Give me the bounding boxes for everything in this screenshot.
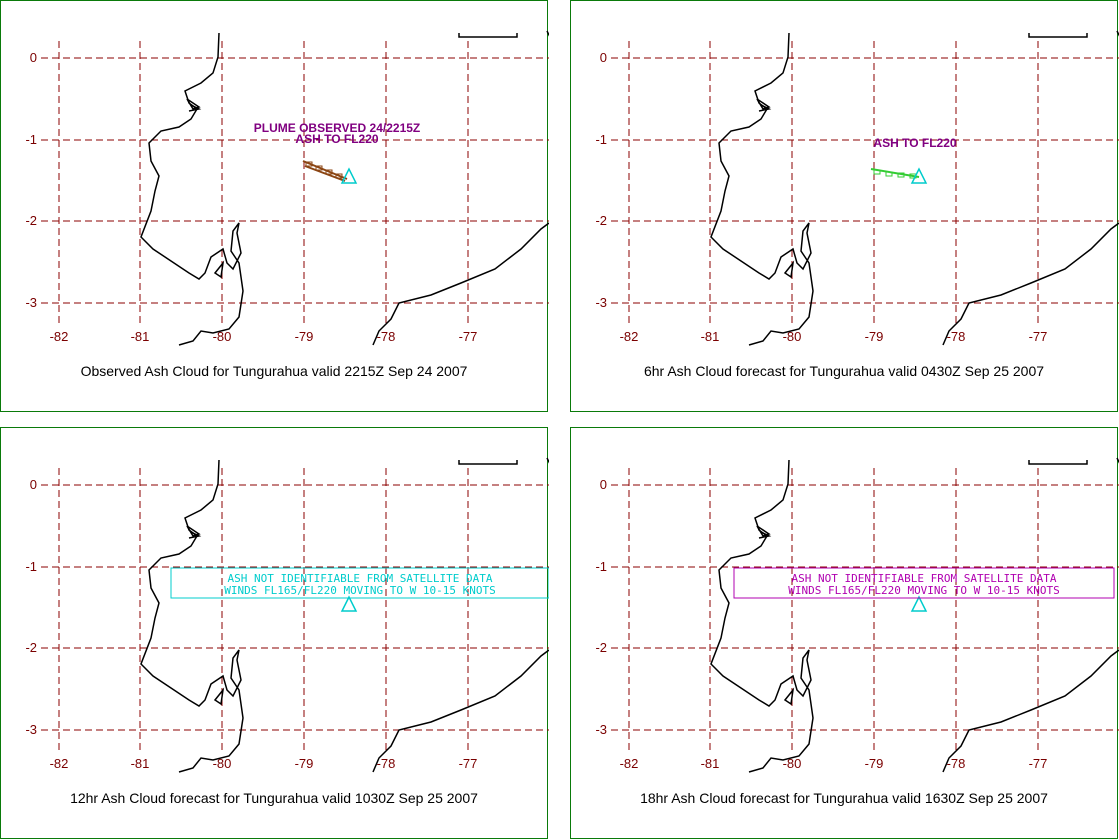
latitude-tick-label: -2 [25, 213, 37, 228]
latitude-tick-label: -3 [25, 295, 37, 310]
longitude-tick-label: -82 [50, 329, 69, 344]
coastline [1028, 457, 1119, 465]
coastline [756, 525, 771, 537]
coastline [458, 30, 549, 38]
coastline [372, 649, 549, 773]
latitude-tick-label: -2 [25, 640, 37, 655]
volcano-icon [340, 595, 358, 612]
longitude-tick-label: -79 [295, 329, 314, 344]
longitude-tick-label: -81 [131, 329, 150, 344]
coastline [758, 104, 772, 112]
longitude-tick-label: -78 [377, 756, 396, 771]
longitude-tick-label: -77 [459, 329, 478, 344]
latitude-tick-label: -3 [595, 722, 607, 737]
volcano-icon [910, 595, 928, 612]
latitude-tick-label: 0 [30, 50, 37, 65]
coastline [758, 531, 772, 539]
map-canvas: -82 -81 -80 -79 -78 -77 0 -1 -2 -3 ASH NOT IDENTIF… [25, 457, 549, 773]
annotation-line: WINDS FL165/FL220 MOVING TO W 10-15 KNOT… [788, 584, 1060, 597]
coastline [188, 104, 202, 112]
latitude-tick-label: -3 [595, 295, 607, 310]
coastline [140, 32, 244, 346]
longitude-tick-label: -81 [701, 756, 720, 771]
longitude-tick-label: -78 [377, 329, 396, 344]
longitude-tick-label: -77 [1029, 329, 1048, 344]
coastline [710, 459, 814, 773]
annotation-line: ASH NOT IDENTIFIABLE FROM SATELLITE DATA [228, 572, 493, 585]
longitude-tick-label: -82 [620, 329, 639, 344]
coastline [783, 687, 795, 706]
map-canvas: -82 -81 -80 -79 -78 -77 0 -1 -2 -3 PLUME OBSERVED … [25, 30, 549, 346]
panel-caption: Observed Ash Cloud for Tungurahua valid … [80, 363, 468, 379]
latitude-tick-label: 0 [600, 50, 607, 65]
coastline [188, 531, 202, 539]
volcano-icon [340, 167, 358, 184]
longitude-tick-label: -79 [865, 756, 884, 771]
coastline [756, 98, 771, 110]
ash-plume [870, 168, 920, 179]
longitude-tick-label: -77 [1029, 756, 1048, 771]
latitude-tick-label: -3 [25, 722, 37, 737]
latitude-tick-label: 0 [600, 477, 607, 492]
map-panel-4: -82 -81 -80 -79 -78 -77 0 -1 -2 -3 ASH NOT IDENTIF… [570, 427, 1119, 839]
coastline [186, 525, 201, 537]
longitude-tick-label: -80 [213, 756, 232, 771]
annotation-box [733, 567, 1115, 599]
annotation-line: ASH NOT IDENTIFIABLE FROM SATELLITE DATA [792, 572, 1057, 585]
coastline [942, 649, 1119, 773]
longitude-tick-label: -79 [295, 756, 314, 771]
coastline [372, 222, 549, 346]
annotation-line: ASH TO FL220 [295, 132, 378, 146]
longitude-tick-label: -82 [620, 756, 639, 771]
latitude-tick-label: -2 [595, 213, 607, 228]
panel-caption: 12hr Ash Cloud forecast for Tungurahua v… [70, 790, 478, 806]
ash-plume [302, 160, 348, 182]
longitude-tick-label: -80 [213, 329, 232, 344]
coastline [140, 459, 244, 773]
longitude-tick-label: -82 [50, 756, 69, 771]
annotation-line: ASH TO FL220 [873, 136, 956, 150]
map-canvas: -82 -81 -80 -79 -78 -77 0 -1 -2 -3 ASH NOT IDENTIF… [595, 457, 1119, 773]
latitude-tick-label: 0 [30, 477, 37, 492]
latitude-tick-label: -2 [595, 640, 607, 655]
volcano-icon [910, 167, 928, 184]
latitude-tick-label: -1 [595, 559, 607, 574]
longitude-tick-label: -77 [459, 756, 478, 771]
longitude-tick-label: -78 [947, 756, 966, 771]
panel-caption: 18hr Ash Cloud forecast for Tungurahua v… [640, 790, 1048, 806]
map-panel-2: -82 -81 -80 -79 -78 -77 0 -1 -2 -3 ASH TO FL220 6hr… [570, 0, 1119, 412]
annotation-line: PLUME OBSERVED 24/2215Z [254, 121, 421, 135]
coastline [186, 98, 201, 110]
coastline [942, 222, 1119, 346]
map-panel-1: -82 -81 -80 -79 -78 -77 0 -1 -2 -3 PLUME OBSERVED … [0, 0, 549, 412]
longitude-tick-label: -80 [783, 329, 802, 344]
coastline [783, 260, 795, 279]
latitude-tick-label: -1 [25, 559, 37, 574]
latitude-tick-label: -1 [595, 132, 607, 147]
coastline [458, 457, 549, 465]
annotation-line: WINDS FL165/FL220 MOVING TO W 10-15 KNOT… [224, 584, 496, 597]
longitude-tick-label: -79 [865, 329, 884, 344]
longitude-tick-label: -80 [783, 756, 802, 771]
annotation-box [170, 567, 549, 599]
longitude-tick-label: -78 [947, 329, 966, 344]
panel-caption: 6hr Ash Cloud forecast for Tungurahua va… [643, 363, 1045, 379]
coastline [710, 32, 814, 346]
coastline [1028, 30, 1119, 38]
coastline [213, 687, 225, 706]
map-canvas: -82 -81 -80 -79 -78 -77 0 -1 -2 -3 ASH TO FL220 [595, 30, 1119, 346]
longitude-tick-label: -81 [131, 756, 150, 771]
longitude-tick-label: -81 [701, 329, 720, 344]
latitude-tick-label: -1 [25, 132, 37, 147]
coastline [213, 260, 225, 279]
map-panel-3: -82 -81 -80 -79 -78 -77 0 -1 -2 -3 ASH NOT IDENTIF… [0, 427, 549, 839]
